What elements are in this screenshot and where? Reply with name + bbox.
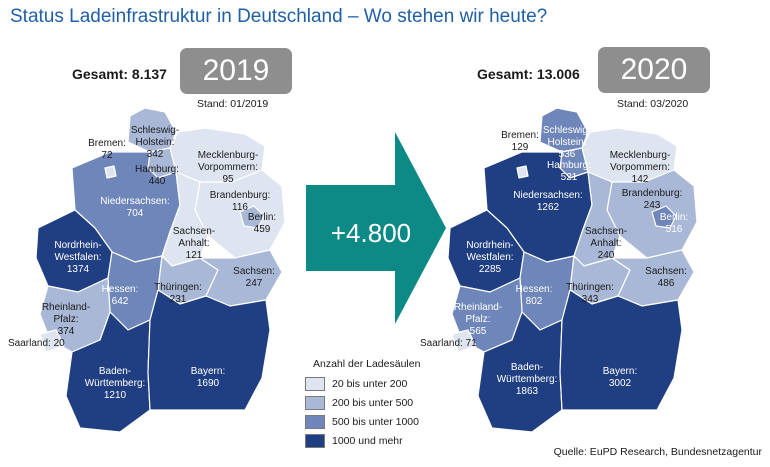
state-bayern — [147, 289, 271, 411]
state-schleswig-holstein — [539, 107, 589, 153]
legend-swatch — [305, 376, 325, 391]
label-2019-berlin: Berlin: 459 — [247, 212, 277, 235]
state-bayern — [559, 289, 683, 411]
increase-label: +4.800 — [330, 218, 412, 248]
label-2020-nordrhein-westfalen: Nordrhein- Westfalen: 2285 — [466, 240, 514, 275]
label-2019-hamburg: Hamburg: 440 — [135, 164, 179, 187]
label-2020-sachsen-anhalt: Sachsen- Anhalt: 240 — [584, 226, 628, 261]
state-saarland — [39, 329, 65, 353]
increase-arrow-icon — [306, 132, 446, 324]
source-note: Quelle: EuPD Research, Bundesnetzagentur — [553, 446, 762, 458]
state-schleswig-holstein — [127, 107, 177, 153]
legend-swatch — [305, 395, 325, 410]
state-berlin — [239, 205, 265, 229]
label-2020-bremen: Bremen: 129 — [501, 130, 539, 153]
legend-item: 1000 und mehr — [305, 431, 420, 450]
label-2019-bremen: Bremen: 72 — [88, 138, 126, 161]
label-2020-berlin: Berlin: 516 — [659, 212, 689, 235]
year-badge-2019: 2019 — [180, 48, 292, 94]
label-2020-baden-wuerttemberg: Baden- Württemberg: 1863 — [496, 362, 558, 397]
label-2019-niedersachsen: Niedersachsen: 704 — [100, 196, 170, 219]
increase-arrow-shape — [306, 132, 446, 324]
legend-label: 20 bis unter 200 — [332, 377, 408, 390]
label-2020-hamburg: Hamburg: 521 — [547, 160, 591, 183]
label-2020-sachsen: Sachsen: 486 — [645, 266, 687, 289]
label-2019-schleswig-holstein: Schleswig- Holstein: 342 — [130, 125, 180, 160]
total-2019: Gesamt: 8.137 — [72, 66, 167, 82]
map-2019 — [35, 107, 286, 433]
state-berlin — [651, 205, 677, 229]
state-bremen — [516, 165, 529, 179]
label-2019-brandenburg: Brandenburg: 116 — [209, 190, 271, 213]
legend-item: 200 bis unter 500 — [305, 393, 420, 412]
as-of-2020: Stand: 03/2020 — [617, 98, 689, 110]
legend-swatch — [305, 414, 325, 429]
label-2020-brandenburg: Brandenburg: 243 — [621, 188, 683, 211]
legend-title: Anzahl der Ladesäulen — [313, 358, 421, 370]
label-2019-rheinland-pfalz: Rheinland- Pfalz: 374 — [41, 302, 91, 337]
page-title: Status Ladeinfrastruktur in Deutschland … — [10, 6, 548, 27]
label-2019-hessen: Hessen: 642 — [101, 284, 139, 307]
label-2020-rheinland-pfalz: Rheinland- Pfalz: 565 — [453, 302, 503, 337]
label-2020-schleswig-holstein: Schleswig- Holstein: 536 — [542, 125, 592, 160]
legend-label: 200 bis unter 500 — [332, 396, 414, 409]
label-2019-sachsen: Sachsen: 247 — [233, 266, 275, 289]
label-2019-sachsen-anhalt: Sachsen- Anhalt: 121 — [172, 226, 216, 261]
label-2019-baden-wuerttemberg: Baden- Württemberg: 1210 — [84, 366, 146, 401]
map-2020 — [447, 107, 698, 433]
label-2019-mecklenburg-vorpommern: Mecklenburg- Vorpommern: 95 — [197, 150, 259, 185]
legend: Anzahl der Ladesäulen 20 bis unter 200 2… — [305, 358, 420, 450]
legend-item: 500 bis unter 1000 — [305, 412, 420, 431]
label-2020-saarland: Saarland: 71 — [420, 338, 477, 349]
label-2020-thueringen: Thüringen: 343 — [566, 282, 614, 305]
total-2020: Gesamt: 13.006 — [477, 66, 580, 82]
legend-swatch — [305, 433, 325, 448]
legend-item: 20 bis unter 200 — [305, 374, 420, 393]
label-2019-nordrhein-westfalen: Nordrhein- Westfalen: 1374 — [54, 240, 102, 275]
state-bremen — [104, 165, 117, 179]
legend-label: 500 bis unter 1000 — [332, 415, 419, 428]
label-2020-mecklenburg-vorpommern: Mecklenburg- Vorpommern: 142 — [609, 150, 671, 185]
label-2019-bayern: Bayern: 1690 — [190, 366, 226, 389]
legend-label: 1000 und mehr — [332, 434, 403, 447]
label-2019-saarland: Saarland: 20 — [8, 338, 65, 349]
as-of-2019: Stand: 01/2019 — [197, 98, 269, 110]
label-2020-niedersachsen: Niedersachsen: 1262 — [513, 190, 583, 213]
state-saarland — [451, 329, 477, 353]
year-badge-2020: 2020 — [598, 47, 710, 93]
label-2020-hessen: Hessen: 802 — [515, 284, 553, 307]
label-2020-bayern: Bayern: 3002 — [602, 366, 638, 389]
label-2019-thueringen: Thüringen: 231 — [154, 282, 202, 305]
